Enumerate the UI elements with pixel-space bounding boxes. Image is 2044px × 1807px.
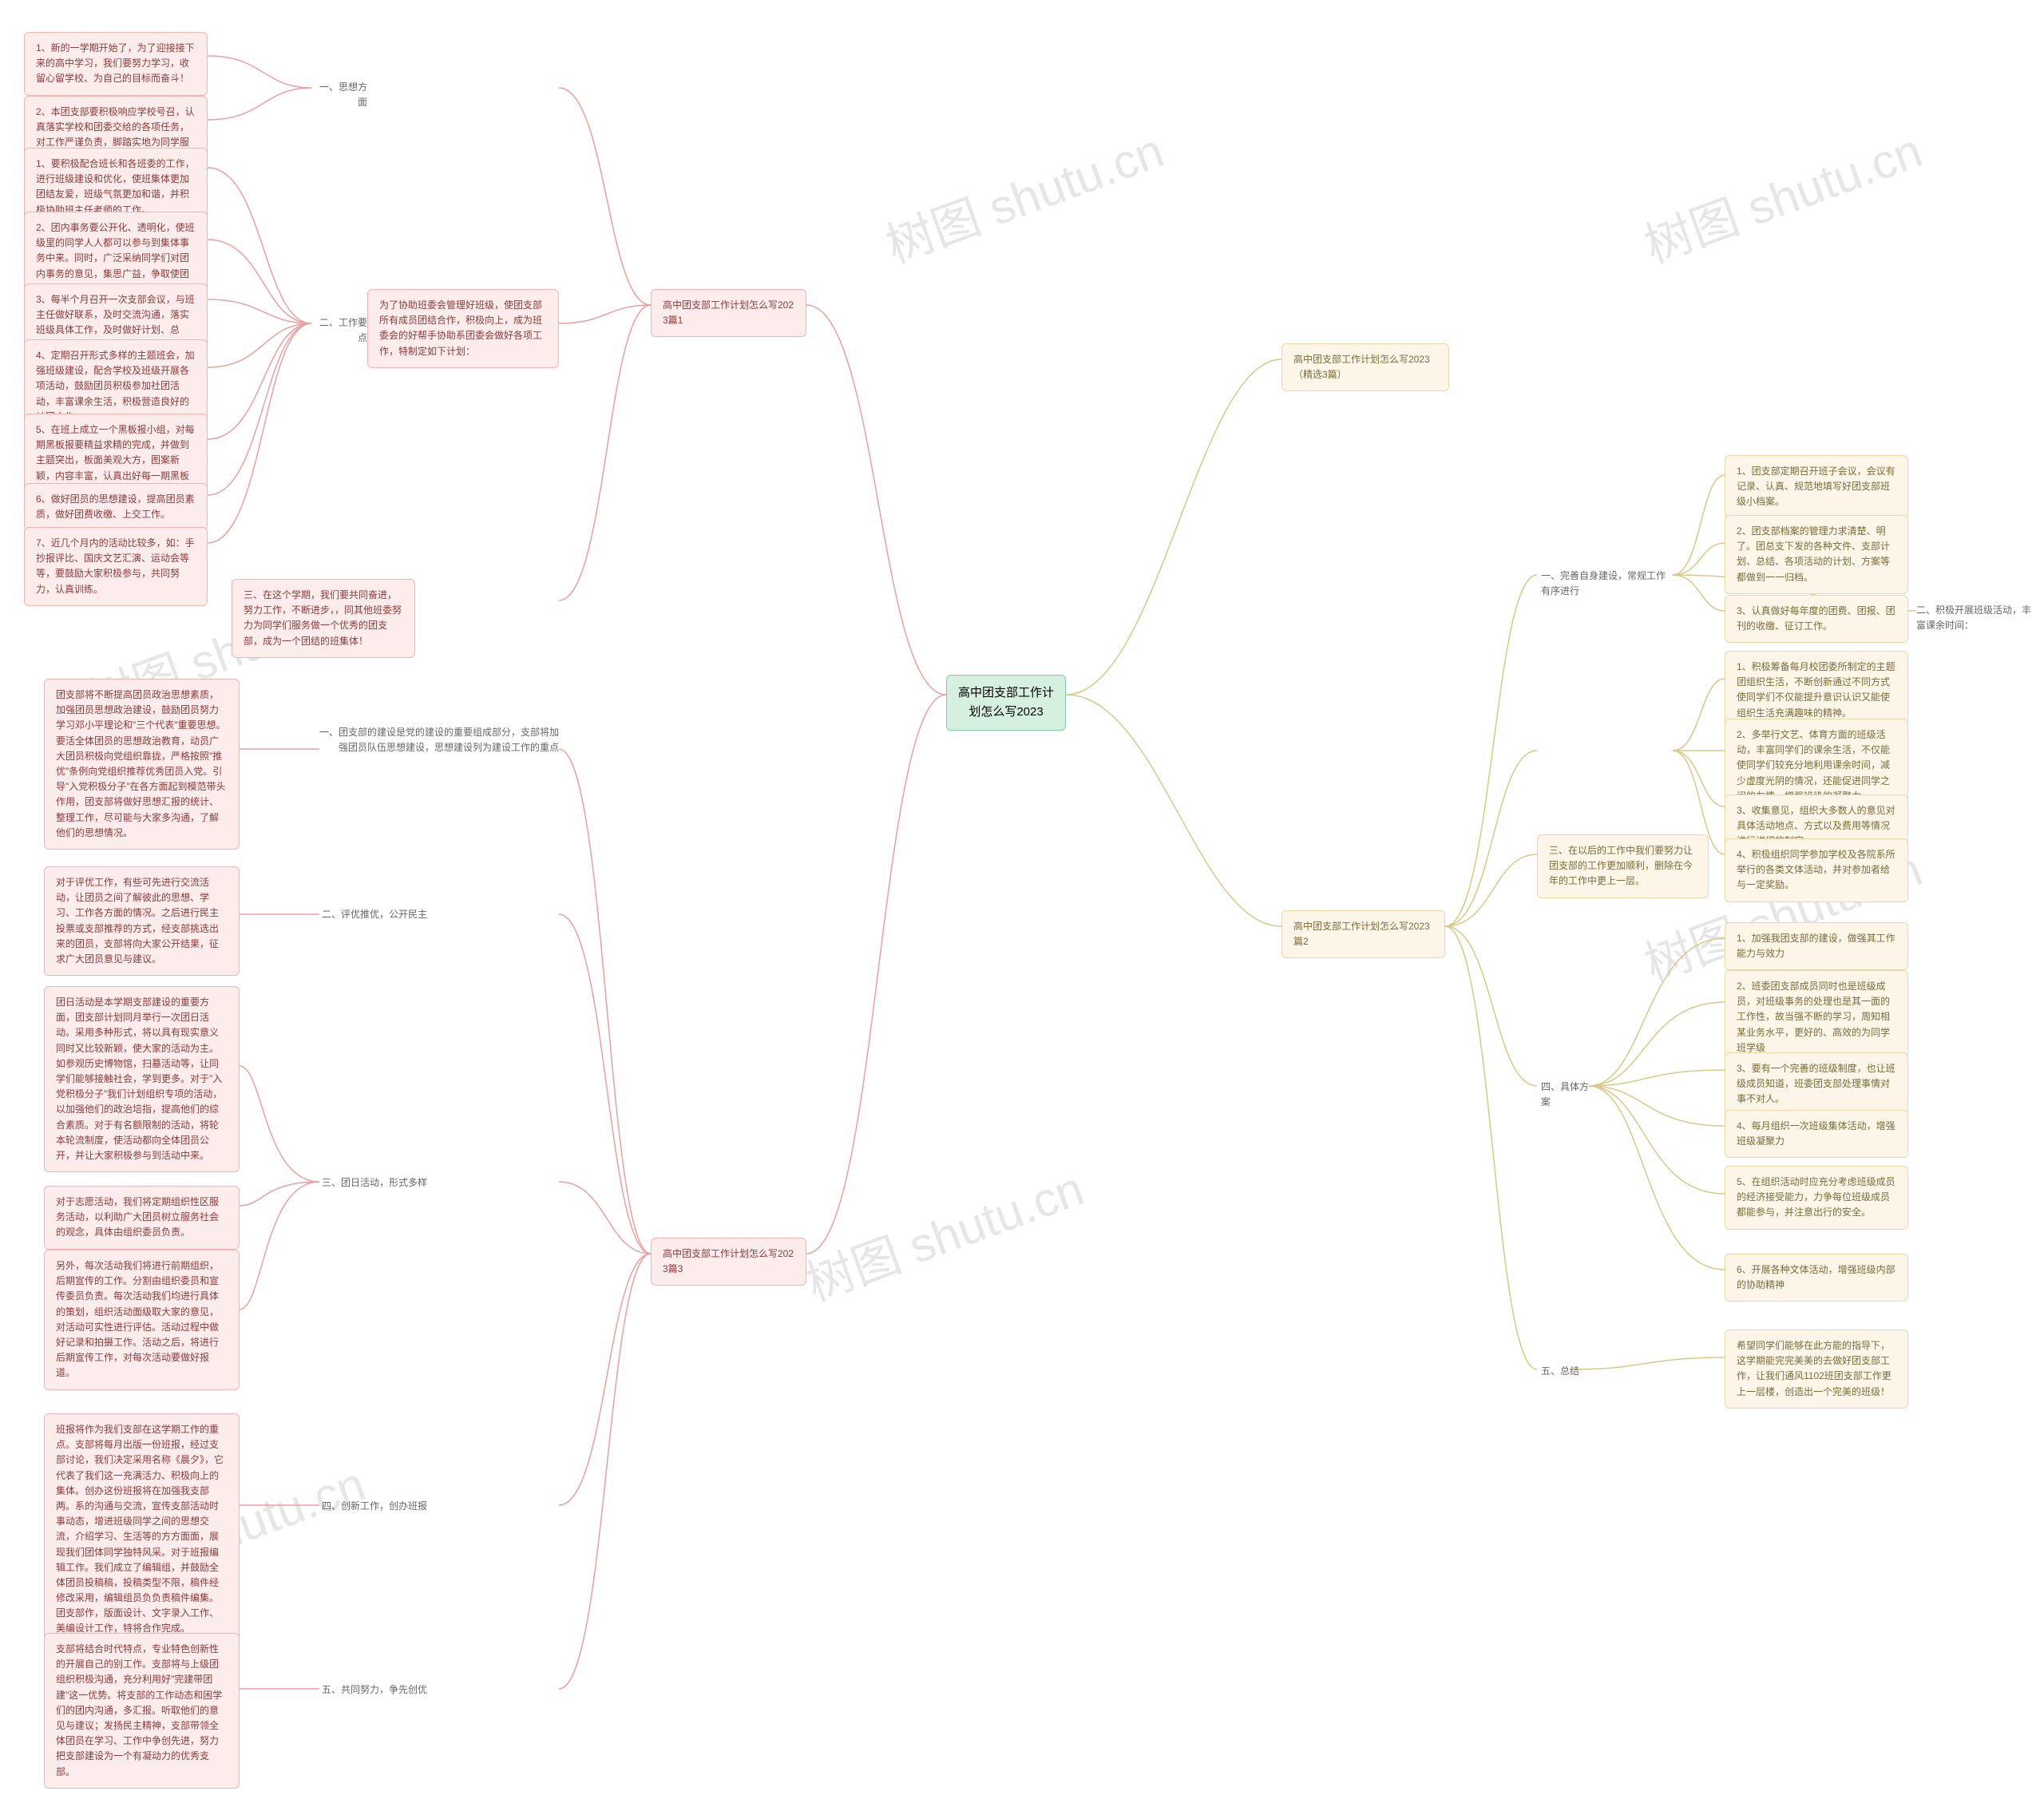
p3-s3-i3[interactable]: 另外，每次活动我们将进行前期组织，后期宣传的工作。分割由组织委员和宣传委员负责。…: [44, 1250, 240, 1390]
p3-s3-i1[interactable]: 团日活动是本学期支部建设的重要方面，团支部计划同月举行一次团日活动。采用多种形式…: [44, 986, 240, 1172]
p2-s4-title: 四、具体方案: [1541, 1080, 1589, 1110]
p2-s4-i2[interactable]: 2、班委团支部成员同时也是班级成员，对班级事务的处理也是其一面的工作性，故当强不…: [1725, 970, 1908, 1064]
watermark: 树图 shutu.cn: [795, 1150, 1091, 1314]
p1-title[interactable]: 高中团支部工作计划怎么写2023篇1: [651, 289, 806, 337]
p2-s1-i1[interactable]: 1、团支部定期召开班子会议，会议有记录、认真、规范地填写好团支部班级小档案。: [1725, 455, 1908, 519]
p1-s2-title: 二、工作要点: [311, 315, 367, 346]
p1-s1-title: 一、思想方面: [311, 80, 367, 110]
p1-s2-i7[interactable]: 7、近几个月内的活动比较多，如：手抄报评比、国庆文艺汇演、运动会等等，要鼓励大家…: [24, 527, 208, 606]
p3-s3-i2[interactable]: 对于志愿活动，我们将定期组织性区服务活动，以利助广大团员树立服务社会的观念，具体…: [44, 1186, 240, 1250]
p2-s1-i3[interactable]: 3、认真做好每年度的团费、团报、团刊的收缴、征订工作。: [1725, 595, 1908, 643]
p2-s4-i4[interactable]: 4、每月组织一次班级集体活动，增强班级凝聚力: [1725, 1110, 1908, 1158]
p2-s2-i4[interactable]: 4、积极组织同学参加学校及各院系所举行的各类文体活动，并对参加者给与一定奖励。: [1725, 838, 1908, 902]
p3-s2-text[interactable]: 对于评优工作，有些可先进行交流活动，让团员之间了解彼此的思想、学习、工作各方面的…: [44, 866, 240, 976]
p2-s4-i1[interactable]: 1、加强我团支部的建设，做强其工作能力与效力: [1725, 922, 1908, 970]
p2-s4-i3[interactable]: 3、要有一个完善的班级制度，也让班级成员知道，班委团支部处理事情对事不对人。: [1725, 1052, 1908, 1116]
p2-s2-title: 二、积极开展班级活动，丰富课余时间：: [1916, 603, 2040, 633]
p2-s5-text[interactable]: 希望同学们能够在此方能的指导下，这学期能完完美美的去做好团支部工作，让我们通风1…: [1725, 1329, 1908, 1409]
p3-s4-title: 四、创新工作，创办班报: [319, 1499, 427, 1514]
p3-s3-title: 三、团日活动，形式多样: [319, 1175, 427, 1191]
p1-intro[interactable]: 为了协助班委会管理好班级，使团支部所有成员团结合作，积极向上，成为班委会的好帮手…: [367, 289, 559, 368]
right-intro[interactable]: 高中团支部工作计划怎么写2023（精选3篇）: [1281, 343, 1449, 391]
p3-s2-title: 二、评优推优，公开民主: [319, 907, 427, 922]
p2-s5-title: 五、总结: [1541, 1364, 1581, 1379]
p1-s1-i1[interactable]: 1、新的一学期开始了，为了迎接接下来的高中学习，我们要努力学习，收留心留学校、为…: [24, 32, 208, 96]
p2-s3[interactable]: 三、在以后的工作中我们要努力让团支部的工作更加顺利，删除在今年的工作中更上一层。: [1537, 834, 1709, 898]
watermark: 树图 shutu.cn: [1634, 112, 1930, 276]
p1-s3[interactable]: 三、在这个学期，我们要共同奋进，努力工作，不断进步，，同其他班委努力为同学们服务…: [232, 579, 415, 658]
p2-s4-i5[interactable]: 5、在组织活动时应充分考虑班级成员的经济接受能力，力争每位班级成员都能参与，并注…: [1725, 1166, 1908, 1230]
p1-s2-i6[interactable]: 6、做好团员的思想建设，提高团员素质，做好团费收缴、上交工作。: [24, 483, 208, 531]
p2-s4-i6[interactable]: 6、开展各种文体活动，增强班级内部的协助精神: [1725, 1254, 1908, 1302]
connector-lines: [0, 0, 2044, 1807]
p3-s5-text[interactable]: 支部将结合时代特点，专业特色创新性的开展自己的别工作。支部将与上级团组织积极沟通…: [44, 1633, 240, 1789]
p2-s1-title: 一、完善自身建设，常规工作有序进行: [1541, 569, 1673, 599]
p2-s1-i2[interactable]: 2、团支部档案的管理力求清楚、明了。团总支下发的各种文件、支部计划、总结、各项活…: [1725, 515, 1908, 594]
p2-title[interactable]: 高中团支部工作计划怎么写2023篇2: [1281, 910, 1445, 958]
p3-s5-title: 五、共同努力，争先创优: [319, 1682, 427, 1698]
p3-title[interactable]: 高中团支部工作计划怎么写2023篇3: [651, 1238, 806, 1286]
p3-s1-title: 一、团支部的建设是党的建设的重要组成部分，支部将加强团员队伍思想建设，思想建设列…: [319, 725, 559, 755]
p2-s2-i1[interactable]: 1、积极筹备每月校团委所制定的主题团组织生活，不断创新通过不同方式使同学们不仅能…: [1725, 651, 1908, 730]
p3-s4-text[interactable]: 班报将作为我们支部在这学期工作的重点。支部将每月出版一份班报，经过支部讨论，我们…: [44, 1413, 240, 1646]
root-node[interactable]: 高中团支部工作计划怎么写2023: [946, 675, 1066, 731]
p3-s1-text[interactable]: 团支部将不断提高团员政治思想素质，加强团员思想政治建设，鼓励团员努力学习邓小平理…: [44, 679, 240, 850]
watermark: 树图 shutu.cn: [875, 112, 1171, 276]
